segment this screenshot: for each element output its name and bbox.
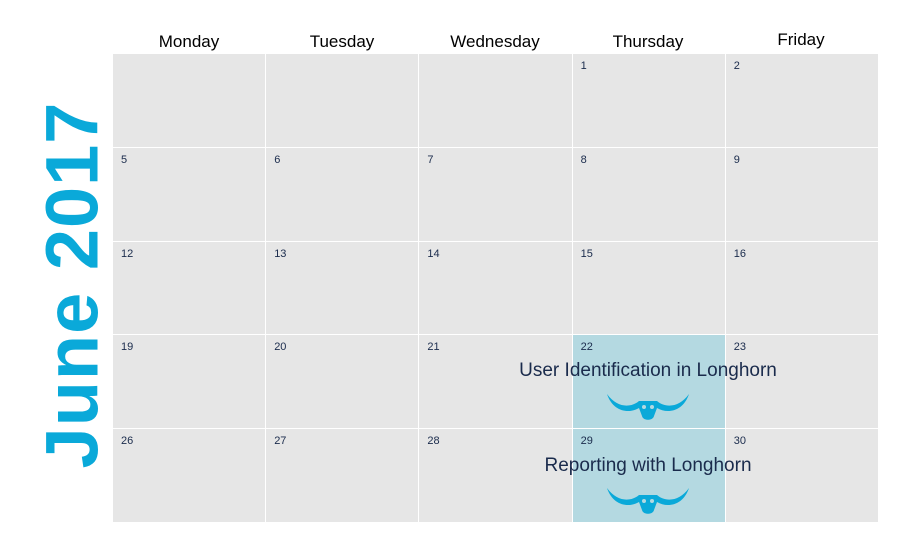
event-title: User Identification in Longhorn: [519, 360, 777, 381]
date-number: 28: [427, 435, 440, 448]
day-cell[interactable]: 21: [419, 335, 572, 429]
day-cell[interactable]: 15: [572, 241, 725, 335]
day-cell[interactable]: [113, 54, 266, 147]
day-cell[interactable]: [419, 54, 572, 147]
day-cell[interactable]: [266, 54, 419, 147]
day-cell[interactable]: 1: [572, 54, 725, 147]
day-cell[interactable]: 7: [419, 147, 572, 241]
longhorn-icon: [607, 488, 689, 514]
day-cell[interactable]: 23: [725, 335, 878, 429]
month-title: June 2017: [30, 101, 114, 469]
day-cell[interactable]: 16: [725, 241, 878, 335]
day-cell[interactable]: 9: [725, 147, 878, 241]
date-number: 16: [733, 247, 747, 260]
day-cell[interactable]: 13: [266, 241, 419, 335]
date-number: 9: [733, 153, 740, 166]
day-cell[interactable]: 26: [113, 429, 266, 522]
date-number: 20: [274, 341, 287, 354]
weekday-header-friday: Friday: [777, 30, 825, 49]
calendar-grid: 1 2 5 6 7 8 9 12 13 14 15 16 19 20 21 22…: [113, 54, 878, 522]
date-number: 15: [580, 247, 593, 260]
date-number: 6: [274, 153, 281, 166]
day-cell[interactable]: 20: [266, 335, 419, 429]
day-cell[interactable]: 12: [113, 241, 266, 335]
day-cell[interactable]: 30: [725, 429, 878, 522]
date-number: 5: [121, 153, 128, 166]
date-number: 8: [580, 153, 587, 166]
date-number: 22: [580, 341, 593, 354]
weekday-header-monday: Monday: [158, 32, 220, 51]
date-number: 23: [733, 341, 747, 354]
day-cell[interactable]: 6: [266, 147, 419, 241]
date-number: 21: [427, 341, 440, 354]
weekday-header-thursday: Thursday: [612, 32, 684, 51]
longhorn-icon: [607, 394, 689, 420]
day-cell[interactable]: 5: [113, 147, 266, 241]
date-number: 29: [580, 435, 593, 448]
date-number: 19: [121, 341, 134, 354]
date-number: 13: [274, 247, 287, 260]
day-cell[interactable]: 8: [572, 147, 725, 241]
date-number: 14: [427, 247, 440, 260]
day-cell[interactable]: 2: [725, 54, 878, 147]
day-cell[interactable]: 27: [266, 429, 419, 522]
date-number: 26: [121, 435, 134, 448]
date-number: 7: [427, 153, 434, 166]
weekday-header-tuesday: Tuesday: [309, 32, 375, 51]
date-number: 2: [733, 60, 740, 72]
date-number: 1: [580, 60, 587, 72]
date-number: 27: [274, 435, 287, 448]
day-cell[interactable]: 19: [113, 335, 266, 429]
day-cell[interactable]: 14: [419, 241, 572, 335]
date-number: 30: [733, 435, 747, 448]
weekday-header-wednesday: Wednesday: [450, 32, 540, 51]
day-cell[interactable]: 28: [419, 429, 572, 522]
date-number: 12: [121, 247, 134, 260]
event-title: Reporting with Longhorn: [544, 455, 752, 476]
